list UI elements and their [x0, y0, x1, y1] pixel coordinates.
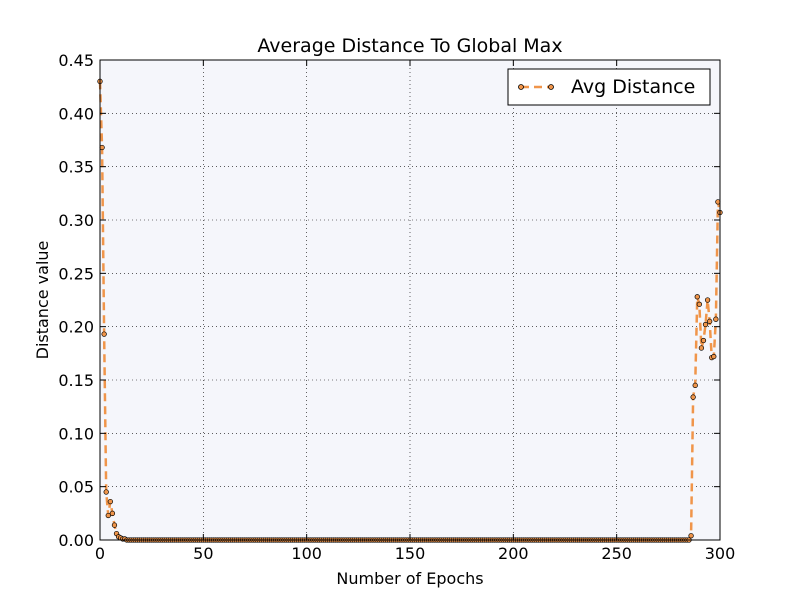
- x-tick-label: 0: [95, 544, 105, 563]
- data-point: [713, 316, 719, 322]
- data-point: [696, 301, 702, 307]
- x-tick-label: 250: [601, 544, 632, 563]
- y-tick-label: 0.30: [58, 211, 94, 230]
- data-point: [702, 321, 709, 328]
- legend-marker-left: [518, 84, 524, 90]
- x-axis-title: Number of Epochs: [336, 569, 483, 588]
- data-point: [103, 489, 109, 495]
- x-tick-label: 200: [498, 544, 529, 563]
- y-tick-label: 0.40: [58, 104, 94, 123]
- data-point: [707, 318, 713, 324]
- x-tick-label: 100: [291, 544, 322, 563]
- data-point: [700, 337, 707, 344]
- data-point: [692, 382, 698, 388]
- x-tick-label: 50: [193, 544, 213, 563]
- legend: Avg Distance: [507, 68, 711, 106]
- y-tick-label: 0.10: [58, 424, 94, 443]
- data-point: [704, 297, 711, 303]
- data-point: [109, 510, 116, 516]
- y-tick-label: 0.35: [58, 158, 94, 177]
- data-point: [694, 294, 700, 300]
- data-point: [107, 498, 113, 505]
- y-tick-label: 0.45: [58, 51, 94, 70]
- data-point: [688, 533, 694, 539]
- y-tick-label: 0.00: [58, 531, 94, 550]
- grid: [100, 60, 720, 540]
- data-point: [690, 394, 696, 400]
- legend-label: Avg Distance: [571, 76, 695, 98]
- data-point: [111, 522, 118, 528]
- y-tick-label: 0.05: [58, 478, 94, 497]
- y-tick-label: 0.15: [58, 371, 94, 390]
- legend-marker-right: [548, 84, 554, 90]
- y-axis: 0.00 0.05 0.10 0.15 0.20 0.25 0.30 0.35 0.40 0.45: [58, 51, 720, 550]
- data-point: [698, 345, 705, 351]
- y-axis-title: Distance value: [33, 241, 52, 360]
- x-tick-label: 300: [705, 544, 736, 563]
- data-point: [105, 512, 111, 519]
- chart-title: Average Distance To Global Max: [257, 35, 562, 57]
- x-tick-label: 150: [395, 544, 426, 563]
- y-tick-label: 0.20: [58, 318, 94, 337]
- x-axis: 0 50 100 150 200 250 300: [95, 60, 735, 563]
- data-point: [711, 353, 717, 360]
- data-point: [101, 331, 107, 337]
- y-tick-label: 0.25: [58, 264, 94, 283]
